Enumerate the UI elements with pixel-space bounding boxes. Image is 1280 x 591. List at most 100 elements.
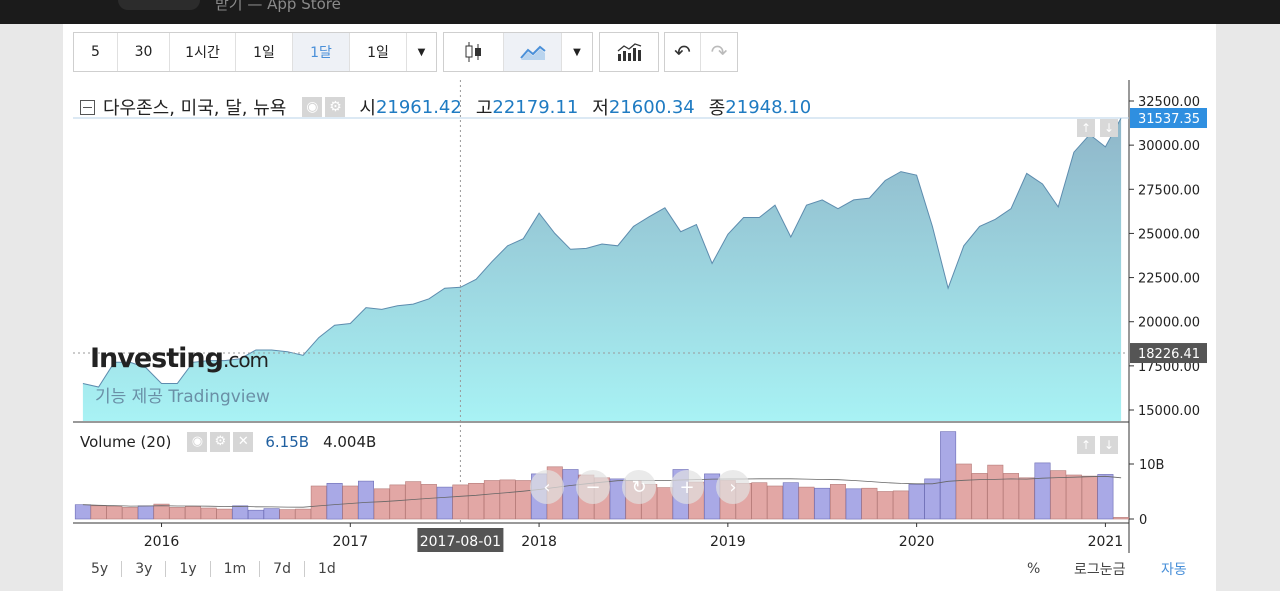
volume-bar	[216, 508, 233, 520]
scroll-left-icon[interactable]: ‹	[530, 470, 564, 504]
volume-bar	[1018, 477, 1035, 520]
price-tick-label: 15000.00	[1138, 404, 1200, 419]
volume-bar	[310, 485, 327, 520]
interval-1day-2[interactable]: 1일	[350, 33, 407, 71]
volume-settings-icon[interactable]: ⚙	[210, 432, 231, 452]
open-label: 시	[359, 98, 376, 119]
powered-by-text: 기능 제공 Tradingview	[95, 387, 270, 407]
log-scale-toggle[interactable]: 로그눈금	[1074, 562, 1126, 578]
volume-bar	[861, 487, 878, 520]
volume-bar	[751, 482, 768, 520]
chart-type-dropdown-icon[interactable]: ▼	[573, 46, 581, 58]
volume-bar	[892, 490, 909, 520]
volume-pane-up-icon[interactable]: ↑	[1077, 436, 1095, 454]
volume-bar	[90, 505, 107, 520]
volume-bar	[357, 480, 374, 520]
volume-bar	[247, 509, 264, 520]
last-price-label: 31537.35	[1138, 112, 1200, 127]
range-1d[interactable]: 1d	[317, 561, 336, 577]
indicators-icon[interactable]	[600, 33, 658, 71]
volume-bar	[389, 484, 406, 520]
visibility-icon[interactable]: ◉	[302, 97, 323, 117]
time-tick-label: 2017	[332, 534, 368, 550]
app-logo	[118, 0, 200, 10]
interval-1month[interactable]: 1달	[293, 33, 350, 71]
volume-bar	[279, 509, 296, 520]
volume-bar	[153, 503, 170, 520]
price-tick-label: 32500.00	[1138, 95, 1200, 110]
cursor-price-label: 18226.41	[1138, 347, 1200, 362]
price-tick-label: 25000.00	[1138, 227, 1200, 242]
volume-bar	[829, 484, 846, 520]
collapse-icon[interactable]	[80, 99, 95, 115]
range-1m[interactable]: 1m	[211, 561, 261, 577]
price-tick-label: 30000.00	[1138, 139, 1200, 154]
range-bar: 5y 3y 1y 1m 7d 1d	[73, 555, 1207, 583]
volume-bar	[169, 507, 186, 520]
zoom-out-icon[interactable]: −	[576, 470, 610, 504]
range-7d[interactable]: 7d	[260, 561, 305, 577]
interval-5[interactable]: 5	[74, 33, 118, 71]
instrument-name: 다우존스, 미국, 달, 뉴욕	[103, 98, 287, 119]
candlestick-icon[interactable]	[444, 33, 504, 71]
price-tick-label: 27500.00	[1138, 183, 1200, 198]
volume-pane-down-icon[interactable]: ↓	[1100, 436, 1118, 454]
time-tick-label: 2020	[899, 534, 935, 550]
percent-toggle[interactable]: %	[1027, 561, 1041, 577]
range-3y[interactable]: 3y	[122, 561, 167, 577]
interval-1day[interactable]: 1일	[236, 33, 293, 71]
history-toolbar: ↶ ↷	[664, 32, 738, 72]
zoom-in-icon[interactable]: +	[670, 470, 704, 504]
range-5y[interactable]: 5y	[73, 561, 123, 577]
volume-bar	[452, 484, 469, 520]
volume-bar	[185, 506, 202, 520]
undo-icon[interactable]: ↶	[665, 33, 701, 71]
volume-bar	[1113, 517, 1130, 520]
pane-up-icon[interactable]: ↑	[1077, 119, 1095, 137]
scroll-right-icon[interactable]: ›	[716, 470, 750, 504]
volume-close-icon[interactable]: ✕	[233, 432, 254, 452]
interval-1hour[interactable]: 1시간	[170, 33, 236, 71]
interval-30[interactable]: 30	[118, 33, 170, 71]
volume-bar	[200, 507, 217, 520]
volume-bar	[798, 486, 815, 520]
volume-bar	[373, 488, 390, 520]
top-bar: 받기 — App Store	[0, 0, 1280, 24]
volume-visibility-icon[interactable]: ◉	[187, 432, 208, 452]
volume-bar	[232, 505, 249, 520]
volume-bar	[74, 504, 91, 520]
volume-bar	[987, 464, 1004, 520]
reset-icon[interactable]: ↻	[622, 470, 656, 504]
auto-scale-toggle[interactable]: 자동	[1161, 562, 1187, 578]
price-tick-label: 22500.00	[1138, 272, 1200, 287]
volume-bar	[877, 491, 894, 520]
time-tick-label: 2016	[144, 534, 180, 550]
interval-dropdown-icon[interactable]: ▼	[417, 46, 426, 58]
time-tick-label: 2019	[710, 534, 746, 550]
range-1y[interactable]: 1y	[166, 561, 211, 577]
cursor-date-tag	[417, 528, 504, 552]
investing-logo: Investing.com	[90, 343, 269, 374]
volume-tick-label: 0	[1139, 513, 1147, 528]
volume-bar	[924, 478, 941, 520]
volume-bar	[137, 505, 154, 520]
volume-tick-label: 10B	[1139, 458, 1164, 473]
volume-bar	[1081, 475, 1098, 520]
volume-bar	[1065, 474, 1082, 520]
volume-bar	[562, 469, 579, 520]
high-value: 22179.11	[492, 96, 579, 118]
price-volume-chart[interactable]: 32500.00 30000.00 27500.00 25000.00 22500.00…	[73, 80, 1207, 553]
redo-icon[interactable]: ↷	[710, 40, 728, 64]
volume-bar	[436, 486, 453, 520]
settings-icon[interactable]: ⚙	[325, 97, 346, 117]
volume-bar	[515, 480, 532, 520]
pane-down-icon[interactable]: ↓	[1100, 119, 1118, 137]
volume-bar	[106, 506, 123, 520]
price-line	[82, 117, 1122, 388]
cursor-date-label: 2017-08-01	[420, 534, 501, 550]
volume-bar	[845, 488, 862, 520]
area-chart-icon[interactable]	[504, 33, 562, 71]
volume-bar	[908, 484, 925, 520]
volume-bar	[499, 479, 516, 520]
price-tick-label: 17500.00	[1138, 360, 1200, 375]
